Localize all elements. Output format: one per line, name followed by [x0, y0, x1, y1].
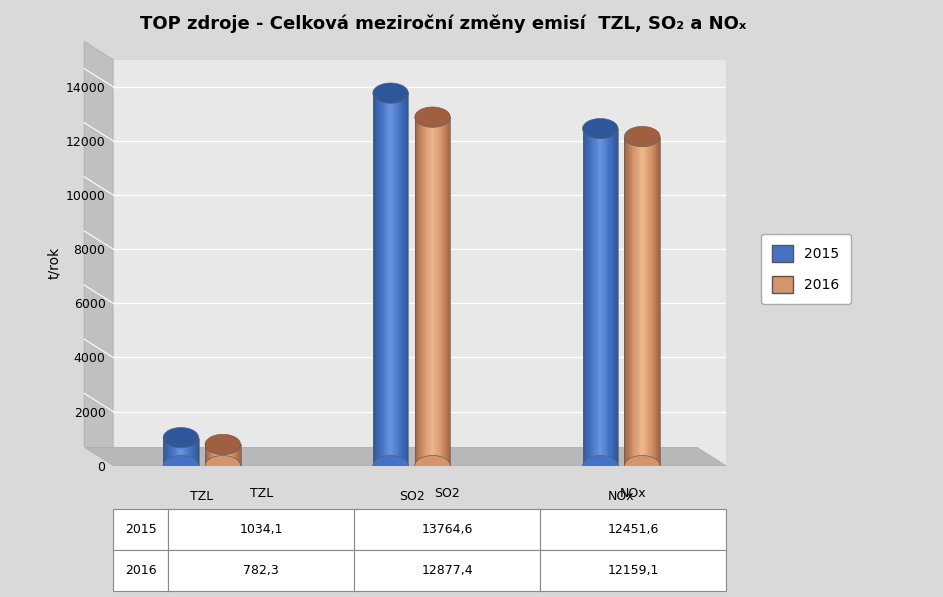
Polygon shape — [84, 447, 726, 466]
Text: 13764,6: 13764,6 — [422, 524, 472, 536]
Polygon shape — [84, 41, 113, 466]
Bar — [113, 550, 169, 591]
Text: TZL: TZL — [190, 490, 213, 503]
Bar — [169, 509, 355, 550]
Bar — [540, 509, 726, 550]
Bar — [355, 509, 540, 550]
Ellipse shape — [206, 435, 240, 455]
Text: NOx: NOx — [608, 490, 635, 503]
Y-axis label: t/rok: t/rok — [47, 247, 61, 279]
Text: 12159,1: 12159,1 — [607, 564, 659, 577]
Text: 2016: 2016 — [124, 564, 157, 577]
Text: TOP zdroje - Celková meziroční změny emisí  TZL, SO₂ a NOₓ: TOP zdroje - Celková meziroční změny emi… — [141, 15, 746, 33]
Ellipse shape — [415, 107, 451, 127]
Bar — [169, 550, 355, 591]
Text: SO2: SO2 — [435, 487, 460, 500]
Bar — [206, 445, 240, 466]
Text: 12451,6: 12451,6 — [607, 524, 659, 536]
Ellipse shape — [415, 456, 451, 476]
Text: 782,3: 782,3 — [243, 564, 279, 577]
Ellipse shape — [372, 456, 408, 476]
Ellipse shape — [583, 119, 618, 139]
Bar — [624, 137, 660, 466]
Text: 12877,4: 12877,4 — [422, 564, 473, 577]
Text: 2015: 2015 — [124, 524, 157, 536]
Bar — [113, 509, 169, 550]
Bar — [540, 550, 726, 591]
Ellipse shape — [372, 83, 408, 103]
Text: SO2: SO2 — [399, 490, 424, 503]
Ellipse shape — [163, 427, 199, 448]
Text: TZL: TZL — [250, 487, 273, 500]
Text: NOx: NOx — [620, 487, 647, 500]
Bar — [163, 438, 199, 466]
Ellipse shape — [583, 456, 618, 476]
Bar — [355, 550, 540, 591]
Ellipse shape — [624, 127, 660, 147]
Text: 1034,1: 1034,1 — [240, 524, 283, 536]
Legend: 2015, 2016: 2015, 2016 — [761, 233, 851, 304]
Ellipse shape — [624, 456, 660, 476]
Bar — [372, 93, 408, 466]
Ellipse shape — [206, 456, 240, 476]
Bar — [415, 117, 451, 466]
Bar — [583, 129, 618, 466]
Ellipse shape — [163, 456, 199, 476]
